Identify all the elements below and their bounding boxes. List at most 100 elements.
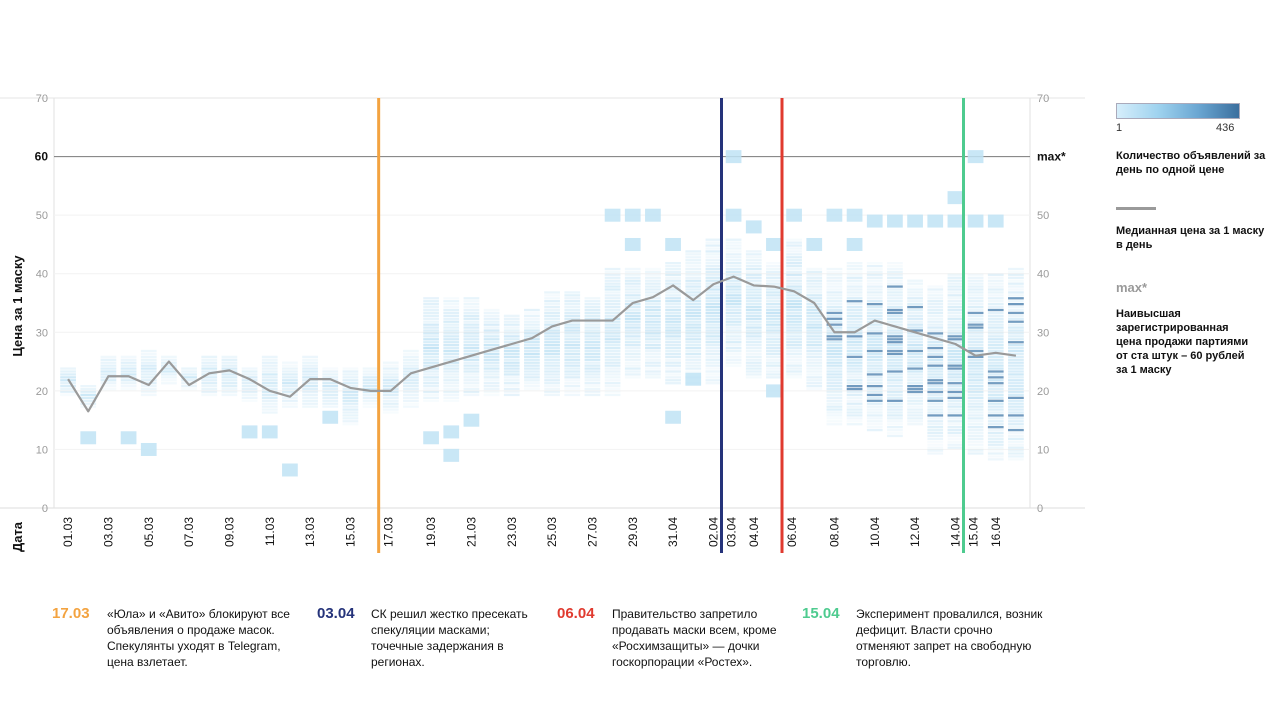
- density-cell: [423, 303, 439, 306]
- density-cell: [665, 308, 681, 312]
- density-cell: [624, 332, 641, 335]
- density-cell: [483, 387, 500, 391]
- density-cell: [866, 317, 883, 320]
- density-cell: [322, 390, 339, 394]
- density-cell: [766, 270, 782, 274]
- density-cell: [987, 285, 1004, 288]
- density-cell: [887, 387, 903, 391]
- density-cell: [967, 285, 984, 288]
- density-cell: [665, 314, 681, 318]
- density-cell: [302, 364, 318, 367]
- outlier-cell: [463, 413, 480, 427]
- density-cell: [907, 361, 923, 364]
- density-cell: [584, 300, 601, 303]
- density-cell: [887, 390, 903, 394]
- density-cell: [443, 303, 460, 306]
- density-cell: [846, 317, 863, 320]
- outlier-cell: [927, 214, 944, 228]
- density-cell: [1008, 323, 1024, 326]
- density-cell: [423, 364, 439, 367]
- density-cell: [443, 352, 460, 356]
- density-cell: [766, 308, 782, 312]
- density-cell: [705, 259, 722, 262]
- density-cell: [907, 305, 923, 309]
- density-cell: [282, 367, 298, 370]
- density-cell: [584, 382, 601, 385]
- density-cell: [322, 393, 339, 397]
- density-cell: [443, 311, 460, 315]
- density-cell: [1008, 370, 1024, 373]
- density-cell: [806, 267, 823, 271]
- density-cell: [866, 426, 883, 429]
- density-cell: [786, 294, 802, 297]
- density-cell: [120, 367, 137, 370]
- density-cell: [987, 373, 1004, 376]
- density-cell: [846, 294, 863, 297]
- density-cell: [60, 367, 76, 370]
- density-cell: [947, 346, 964, 350]
- density-cell: [947, 303, 964, 306]
- density-cell: [443, 387, 460, 391]
- density-cell: [342, 367, 359, 370]
- density-cell: [362, 399, 379, 402]
- density-cell: [645, 288, 661, 291]
- density-cell: [1008, 402, 1024, 405]
- density-cell: [766, 320, 782, 323]
- density-cell: [967, 291, 984, 294]
- density-cell: [483, 308, 500, 312]
- density-cell: [463, 382, 480, 385]
- density-cell: [786, 323, 802, 326]
- density-cell: [786, 247, 802, 250]
- density-cell: [564, 352, 581, 356]
- density-cell: [584, 341, 601, 344]
- density-cell: [241, 390, 258, 394]
- outlier-cell: [947, 191, 964, 205]
- density-cell: [584, 311, 601, 315]
- density-cell: [624, 279, 641, 282]
- density-cell: [826, 420, 843, 423]
- density-cell: [866, 387, 883, 391]
- density-cell: [887, 264, 903, 268]
- density-cell: [806, 282, 823, 285]
- density-cell: [927, 396, 944, 400]
- density-cell: [443, 358, 460, 361]
- density-cell: [665, 288, 681, 291]
- density-cell: [181, 387, 197, 391]
- density-cell: [705, 244, 722, 247]
- density-cell: [201, 376, 218, 379]
- density-cell: [463, 379, 480, 382]
- density-cell: [927, 446, 944, 449]
- density-cell: [766, 297, 782, 300]
- density-cell: [685, 294, 702, 297]
- density-cell: [786, 279, 802, 282]
- density-cell: [987, 279, 1004, 282]
- density-cell: [887, 305, 903, 309]
- density-cell: [564, 300, 581, 303]
- x-tick-label: 02.04: [706, 517, 720, 547]
- density-cell: [544, 346, 560, 350]
- density-cell: [786, 276, 802, 279]
- density-cell: [887, 405, 903, 408]
- density-cell: [201, 355, 218, 359]
- density-cell: [564, 364, 581, 367]
- density-cell: [604, 308, 621, 312]
- density-cell: [60, 373, 76, 376]
- density-cell: [524, 385, 540, 388]
- density-cell: [907, 317, 923, 320]
- density-cell: [282, 390, 298, 394]
- density-cell: [705, 361, 722, 364]
- density-cell: [846, 262, 863, 265]
- density-cell: [725, 352, 742, 356]
- density-cell: [443, 393, 460, 397]
- density-cell: [786, 346, 802, 350]
- density-cell: [866, 267, 883, 271]
- density-cell: [846, 399, 863, 402]
- density-cell: [806, 320, 823, 323]
- density-cell: [786, 361, 802, 364]
- density-cell: [766, 341, 782, 344]
- density-cell: [967, 428, 984, 432]
- density-cell: [806, 344, 823, 347]
- density-cell: [503, 341, 520, 344]
- density-cell: [887, 308, 903, 312]
